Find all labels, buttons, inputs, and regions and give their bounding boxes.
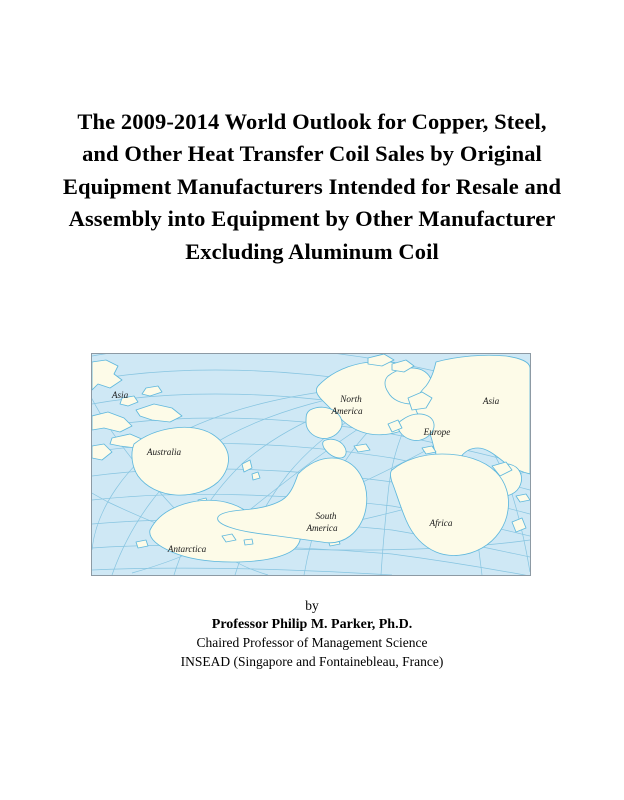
land-falkland bbox=[243, 538, 254, 546]
map-labels: Asia Australia Antarctica North America … bbox=[111, 390, 500, 554]
land-nz-b bbox=[251, 471, 261, 481]
land-australia bbox=[131, 426, 229, 496]
map-label-europe: Europe bbox=[423, 427, 451, 437]
title-block: The 2009-2014 World Outlook for Copper, … bbox=[62, 106, 562, 268]
land-newguinea bbox=[135, 403, 183, 423]
map-label-north-america-1: North bbox=[339, 394, 362, 404]
land-uk bbox=[387, 419, 403, 433]
land-island-n2 bbox=[141, 385, 163, 397]
map-label-asia-east: Asia bbox=[482, 396, 500, 406]
map-label-australia: Australia bbox=[146, 447, 182, 457]
land-indonesia-a bbox=[92, 411, 133, 433]
map-label-antarctica: Antarctica bbox=[167, 544, 207, 554]
map-landmasses bbox=[92, 354, 530, 563]
land-canada-arch2 bbox=[367, 354, 395, 367]
author-block: by Professor Philip M. Parker, Ph.D. Cha… bbox=[62, 597, 562, 671]
land-africa bbox=[390, 453, 509, 556]
land-scandinavia bbox=[407, 391, 433, 411]
author-affiliation: INSEAD (Singapore and Fontainebleau, Fra… bbox=[180, 653, 444, 669]
author-name: Professor Philip M. Parker, Ph.D. bbox=[211, 616, 413, 632]
page-title: The 2009-2014 World Outlook for Copper, … bbox=[62, 109, 562, 264]
map-label-north-america-2: America bbox=[330, 406, 363, 416]
author-role: Chaired Professor of Management Science bbox=[196, 635, 428, 651]
land-tierra bbox=[221, 533, 237, 543]
land-sea-isl1 bbox=[515, 493, 530, 503]
land-ant-isl2 bbox=[135, 539, 149, 549]
land-caribbean bbox=[353, 443, 371, 453]
by-label: by bbox=[305, 598, 319, 613]
world-map: Asia Australia Antarctica North America … bbox=[91, 353, 531, 576]
map-label-south-america-2: America bbox=[305, 523, 338, 533]
land-canada-arch1 bbox=[391, 359, 415, 373]
land-madagascar bbox=[511, 517, 527, 533]
land-centralamerica bbox=[322, 438, 347, 459]
land-med-isl bbox=[421, 445, 437, 455]
land-indonesia-c bbox=[92, 443, 113, 461]
map-label-asia-west: Asia bbox=[111, 390, 129, 400]
land-asia-west-wrap bbox=[92, 359, 123, 391]
land-na-west bbox=[305, 406, 343, 439]
land-island-n1 bbox=[119, 395, 139, 407]
land-nz-a bbox=[241, 459, 253, 473]
map-label-africa: Africa bbox=[429, 518, 453, 528]
land-africa-horn bbox=[491, 461, 513, 477]
world-map-svg: Asia Australia Antarctica North America … bbox=[92, 354, 530, 575]
map-label-south-america-1: South bbox=[316, 511, 337, 521]
land-south-america bbox=[217, 457, 368, 544]
